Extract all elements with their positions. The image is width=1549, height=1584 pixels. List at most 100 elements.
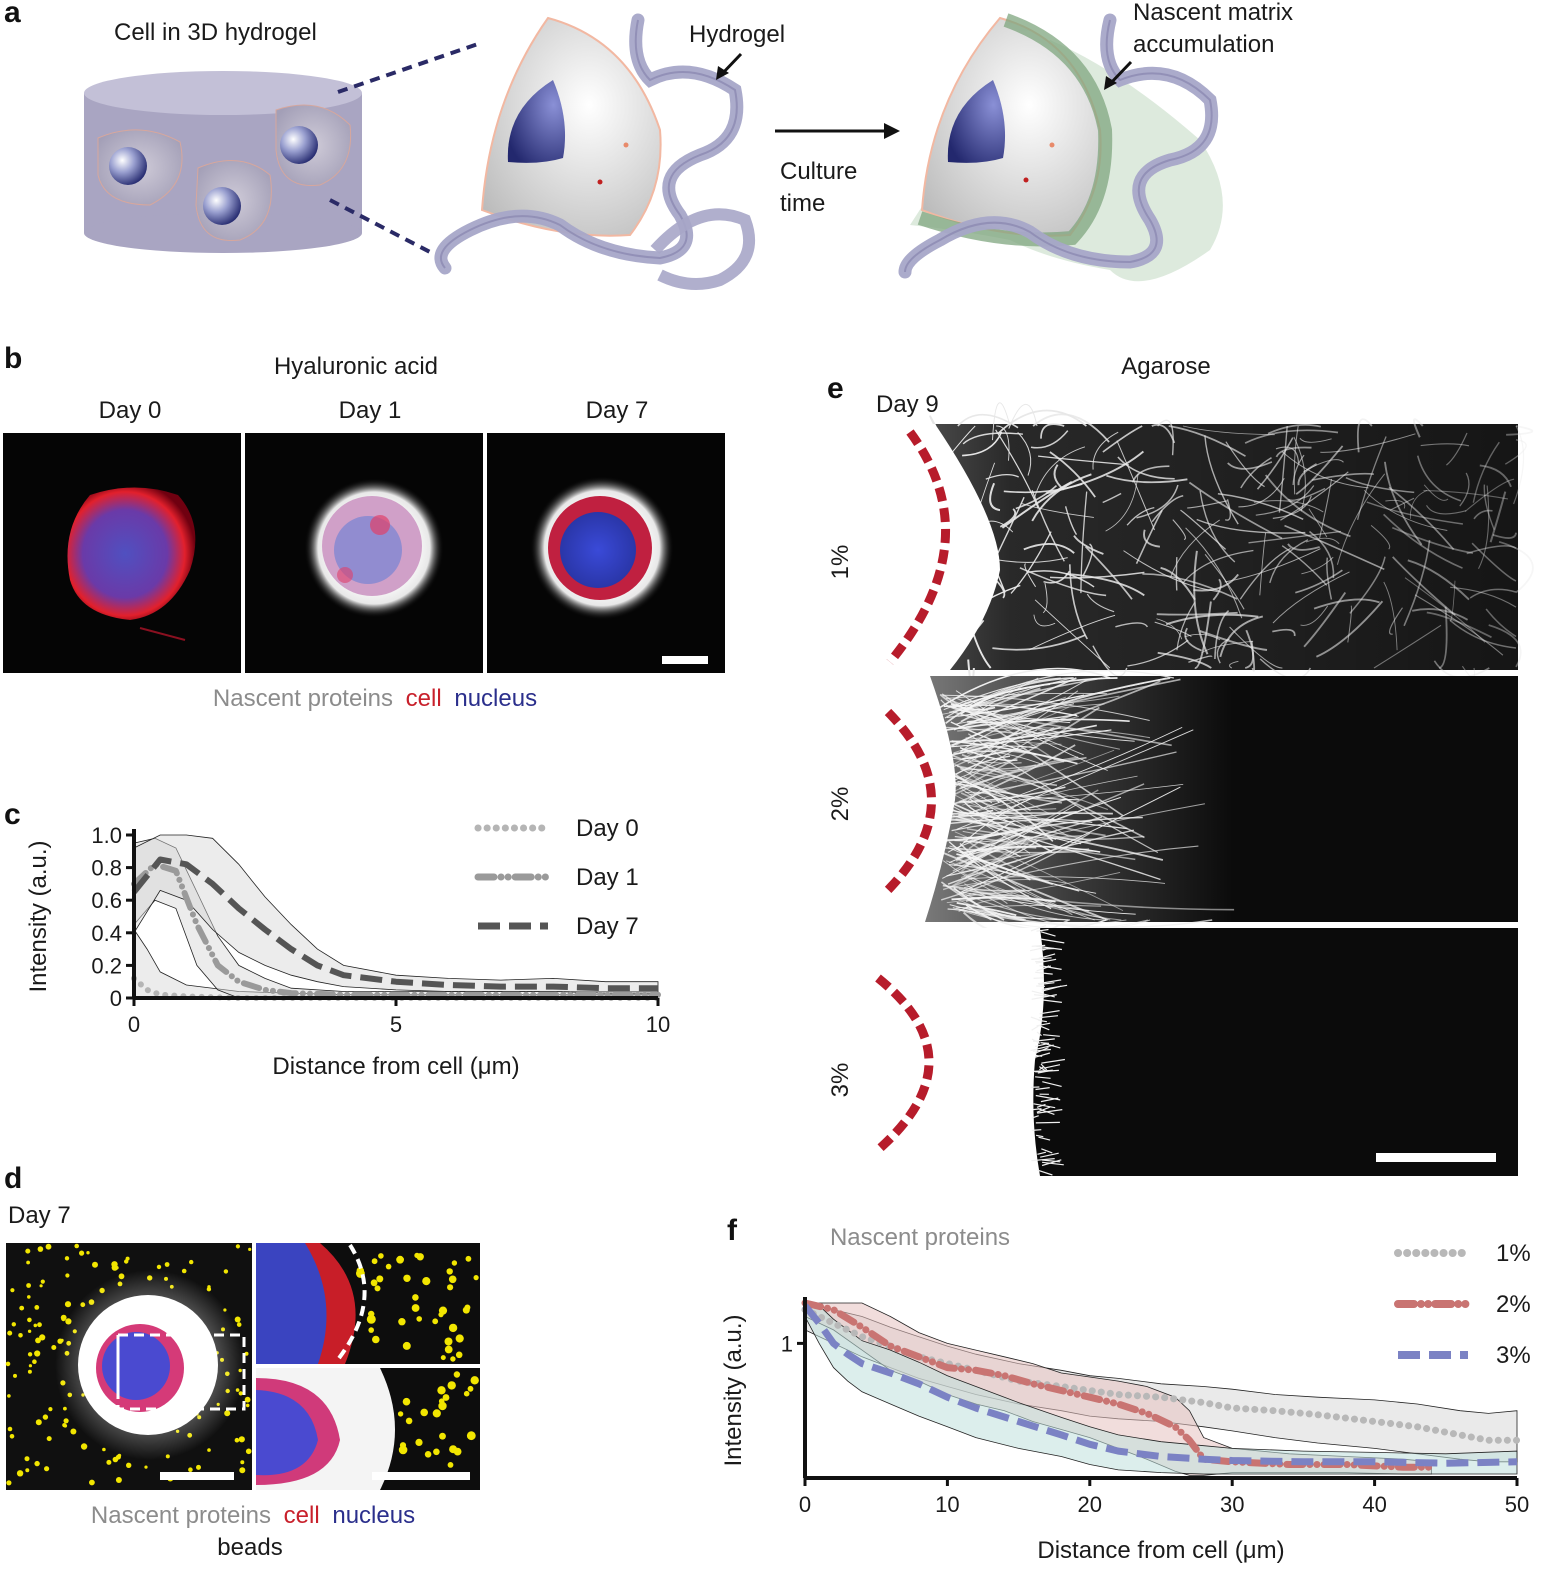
column-day-1: Day 1 (339, 397, 402, 424)
panel-a-left-title: Cell in 3D hydrogel (114, 19, 317, 46)
bead-dot (27, 1295, 31, 1299)
fiber (1031, 957, 1052, 960)
bead-dot (451, 1260, 458, 1266)
bead-dot (405, 1417, 413, 1425)
bead-dot (372, 1335, 380, 1344)
bead-dot (448, 1275, 457, 1284)
bead-dot (455, 1334, 464, 1343)
bead-dot (39, 1334, 46, 1341)
fiber (1034, 1047, 1049, 1054)
fiber (1038, 1136, 1051, 1141)
panel-label-f: f (727, 1214, 738, 1247)
x-tick-label: 10 (646, 1012, 670, 1037)
bead-dot (46, 1436, 52, 1442)
fiber (1041, 1042, 1061, 1049)
fiber (1042, 965, 1050, 970)
fiber (1039, 1025, 1050, 1031)
bead-dot (28, 1364, 32, 1368)
cell-sphere-icon (203, 187, 241, 225)
series-line-day7 (131, 856, 658, 992)
panel-label-e: e (827, 372, 844, 405)
fiber (1035, 971, 1053, 975)
row-label-1pct: 1% (827, 545, 854, 580)
bead-dot (102, 1447, 106, 1452)
bead-dot (7, 1426, 13, 1432)
bead-dot (396, 1255, 404, 1264)
bead-dot (19, 1305, 25, 1311)
bead-dot (438, 1312, 444, 1318)
fiber (1042, 947, 1049, 951)
caption-nascent-proteins: Nascent proteins (91, 1502, 271, 1529)
fiber (1040, 1063, 1048, 1071)
bead-dot (9, 1434, 15, 1439)
bead-dot (442, 1394, 450, 1401)
fiber (1035, 1121, 1060, 1124)
bead-dot (27, 1317, 32, 1323)
bead-dot (27, 1352, 33, 1357)
bead-dot (370, 1279, 378, 1287)
bead-dot (25, 1468, 30, 1473)
panel-f-title: Nascent proteins (830, 1224, 1010, 1251)
bead-dot (16, 1470, 24, 1477)
bead-dot (465, 1255, 472, 1262)
micrograph-inset-bottom (256, 1368, 480, 1490)
fiber (1031, 994, 1057, 1000)
bead-dot (39, 1284, 43, 1288)
bead-dot (35, 1419, 42, 1426)
fiber (1036, 1106, 1051, 1113)
bead-dot (398, 1445, 408, 1455)
x-tick-label: 40 (1362, 1492, 1386, 1517)
x-tick-label: 0 (128, 1012, 140, 1037)
bead-dot (446, 1268, 453, 1275)
bead-dot (455, 1351, 463, 1359)
bead-dot (111, 1261, 118, 1268)
fiber (1038, 1066, 1047, 1072)
caption-nascent-proteins: Nascent proteins (213, 685, 393, 712)
bead-dot (378, 1253, 384, 1259)
micrograph-day-7-beads (5, 1243, 252, 1490)
caption-nucleus: nucleus (454, 685, 537, 712)
bead-dot (453, 1371, 461, 1378)
fiber (1036, 1022, 1051, 1027)
bead-dot (371, 1258, 378, 1265)
bead-dot (437, 1386, 446, 1395)
panel-label-a: a (4, 0, 21, 29)
fiber (1038, 1019, 1047, 1023)
bead-dot (6, 1480, 12, 1486)
panel-d: d Day 7 Nasce (4, 1162, 480, 1561)
bead-dot (245, 1448, 252, 1455)
bead-dot (447, 1462, 454, 1468)
fiber (1034, 1052, 1051, 1058)
bead-dot (196, 1464, 201, 1470)
bead-dot (444, 1345, 453, 1354)
bead-dot (7, 1330, 13, 1336)
y-axis-label: Intensity (a.u.) (25, 840, 52, 992)
fiber (1042, 1081, 1062, 1087)
bead-dot (89, 1479, 95, 1486)
bead-dot (207, 1448, 211, 1452)
bead-dot (26, 1283, 31, 1288)
panel-d-caption: Nascent proteins cell nucleus (91, 1502, 415, 1529)
bead-dot (448, 1323, 458, 1333)
bead-dot (234, 1316, 241, 1323)
x-axis-label: Distance from cell (μm) (1037, 1537, 1284, 1564)
column-day-7: Day 7 (586, 397, 649, 424)
bead-dot (112, 1456, 119, 1463)
process-label-line1: Culture (780, 158, 857, 185)
bead-dot (33, 1323, 38, 1328)
scale-bar (160, 1472, 234, 1480)
bead-dot (463, 1390, 470, 1397)
bead-dot (7, 1394, 11, 1398)
bead-dot (37, 1246, 44, 1252)
fiber (1042, 999, 1062, 1003)
x-tick-label: 0 (799, 1492, 811, 1517)
fiber (1035, 1054, 1043, 1057)
bead-dot (45, 1243, 52, 1250)
bead-dot (415, 1438, 423, 1446)
fiber (1035, 1076, 1051, 1079)
bead-dot (24, 1456, 30, 1462)
y-tick-label: 0 (110, 986, 122, 1011)
bead-dot (32, 1359, 37, 1364)
scale-bar (662, 656, 708, 664)
